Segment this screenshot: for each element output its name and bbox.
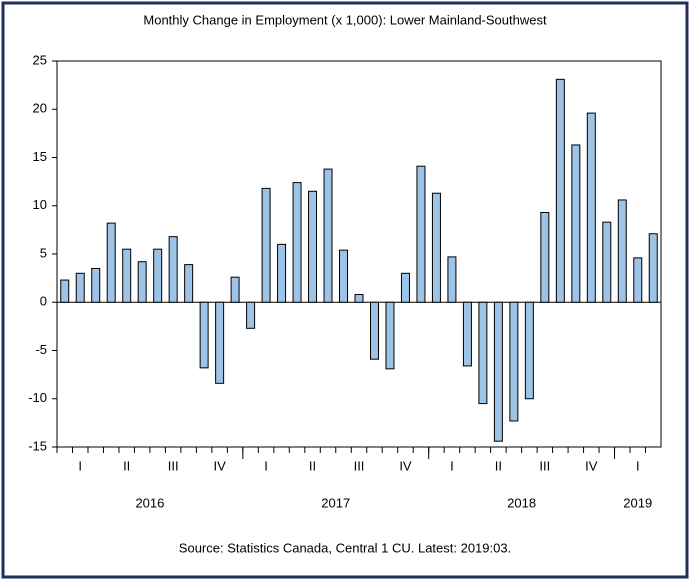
bar — [571, 144, 581, 303]
y-tick-label: 0 — [40, 294, 47, 309]
year-label: 2018 — [507, 495, 536, 510]
bar — [400, 272, 410, 303]
bar — [524, 301, 534, 400]
bar — [416, 165, 426, 303]
x-tick-label: IV — [399, 458, 412, 473]
bar — [261, 187, 271, 303]
bar — [75, 272, 85, 303]
bar — [493, 301, 503, 442]
bar — [215, 301, 225, 384]
bar — [385, 301, 395, 370]
bar — [431, 192, 441, 303]
bar — [122, 248, 132, 303]
bar — [277, 243, 287, 303]
bar — [339, 249, 349, 303]
bar — [447, 256, 457, 303]
bar — [617, 199, 627, 303]
y-tick-label: -5 — [35, 342, 47, 357]
bar — [555, 78, 565, 303]
x-tick-label: I — [78, 458, 82, 473]
year-label: 2016 — [135, 495, 164, 510]
chart-title: Monthly Change in Employment (x 1,000): … — [143, 12, 547, 27]
x-tick-label: I — [450, 458, 454, 473]
bar — [60, 279, 70, 303]
x-tick-label: I — [636, 458, 640, 473]
bar — [354, 294, 364, 303]
bar — [184, 264, 194, 303]
y-tick-label: 5 — [40, 245, 47, 260]
x-tick-label: II — [123, 458, 130, 473]
y-tick-label: 25 — [33, 52, 47, 67]
y-tick-label: -15 — [28, 438, 47, 453]
x-tick-label: II — [309, 458, 316, 473]
y-tick-label: 20 — [33, 101, 47, 116]
bar — [137, 261, 147, 303]
bar — [478, 301, 488, 405]
bar — [246, 301, 256, 329]
y-tick-label: 15 — [33, 149, 47, 164]
x-tick-label: III — [168, 458, 179, 473]
bar — [509, 301, 519, 422]
x-tick-label: IV — [213, 458, 226, 473]
bar — [586, 112, 596, 303]
y-tick-label: -10 — [28, 390, 47, 405]
bar — [230, 276, 240, 303]
bar — [602, 221, 612, 303]
x-tick-label: III — [539, 458, 550, 473]
bar — [369, 301, 379, 360]
x-tick-label: II — [495, 458, 502, 473]
bar — [153, 248, 163, 303]
bar — [168, 236, 178, 303]
year-label: 2017 — [321, 495, 350, 510]
bar — [292, 182, 302, 303]
x-tick-label: IV — [585, 458, 598, 473]
bar — [323, 168, 333, 303]
y-tick-label: 10 — [33, 197, 47, 212]
x-tick-label: III — [354, 458, 365, 473]
bar — [91, 267, 101, 303]
bar — [648, 233, 658, 303]
year-label: 2019 — [623, 495, 652, 510]
bar — [106, 222, 116, 303]
source-note: Source: Statistics Canada, Central 1 CU.… — [179, 540, 511, 555]
bar — [633, 257, 643, 303]
bar — [308, 190, 318, 303]
x-tick-label: I — [264, 458, 268, 473]
plot-area — [56, 60, 662, 448]
bar — [540, 212, 550, 303]
bar — [462, 301, 472, 367]
bar — [199, 301, 209, 369]
